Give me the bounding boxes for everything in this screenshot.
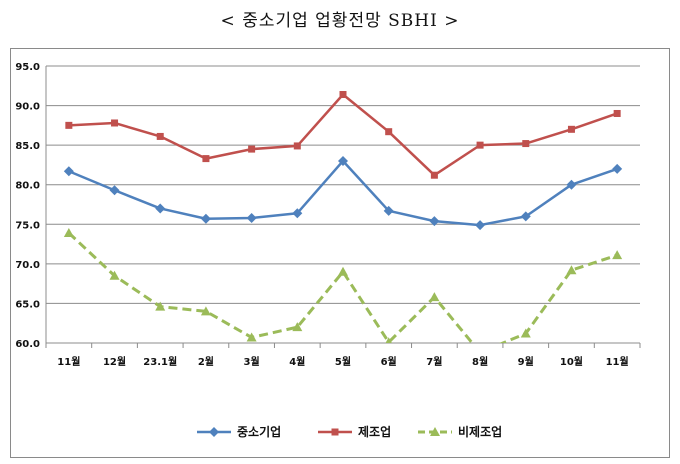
- series-3: [63, 227, 623, 356]
- y-tick-label: 90.0: [15, 102, 40, 113]
- data-point: [339, 90, 347, 98]
- legend-marker: [430, 427, 440, 436]
- y-tick-label: 75.0: [15, 220, 40, 231]
- x-tick-label: 23.1월: [143, 356, 177, 368]
- data-point: [612, 163, 623, 174]
- data-point: [156, 132, 164, 140]
- y-tick-label: 80.0: [15, 181, 40, 192]
- data-point: [429, 292, 440, 302]
- data-point: [567, 125, 575, 133]
- data-point: [566, 179, 577, 190]
- data-point: [111, 119, 119, 127]
- chart-title: < 중소기업 업황전망 SBHI >: [220, 11, 460, 31]
- data-point: [200, 213, 211, 224]
- x-tick-label: 9월: [518, 356, 534, 368]
- data-point: [520, 328, 531, 338]
- y-tick-label: 65.0: [15, 299, 40, 310]
- data-point: [476, 141, 484, 149]
- data-point: [338, 155, 348, 166]
- data-point: [338, 266, 348, 276]
- series-line: [67, 231, 618, 343]
- legend-label: 제조업: [358, 425, 391, 439]
- data-point: [430, 171, 438, 179]
- data-point: [109, 270, 120, 280]
- x-tick-label: 8월: [472, 356, 488, 368]
- y-tick-label: 95.0: [15, 62, 40, 73]
- data-point: [613, 109, 621, 117]
- x-tick-label: 2월: [198, 356, 214, 368]
- data-point: [385, 128, 393, 136]
- data-point: [248, 145, 256, 153]
- data-point: [522, 140, 530, 148]
- data-point: [155, 203, 166, 214]
- data-point: [109, 185, 120, 196]
- data-point: [65, 121, 73, 129]
- legend-label: 비제조업: [458, 424, 502, 439]
- series-line: [68, 159, 618, 227]
- data-point: [520, 211, 531, 222]
- x-tick-label: 11월: [57, 356, 80, 368]
- legend-marker: [331, 428, 339, 436]
- data-point: [475, 347, 485, 356]
- data-point: [475, 220, 486, 231]
- x-tick-label: 4월: [289, 356, 305, 368]
- chart-frame: [10, 48, 670, 458]
- data-point: [566, 265, 577, 275]
- y-tick-label: 85.0: [15, 141, 40, 152]
- y-tick-label: 70.0: [15, 260, 40, 271]
- data-point: [246, 212, 257, 223]
- x-tick-label: 7월: [426, 356, 442, 368]
- x-tick-label: 10월: [560, 356, 583, 368]
- data-point: [292, 208, 303, 219]
- legend-label: 중소기업: [237, 424, 281, 439]
- data-point: [200, 306, 211, 316]
- x-tick-label: 11월: [606, 356, 629, 368]
- data-point: [385, 337, 392, 343]
- data-point: [429, 216, 440, 227]
- x-tick-label: 12월: [103, 356, 126, 368]
- data-point: [246, 332, 257, 342]
- x-tick-label: 3월: [244, 356, 260, 368]
- data-point: [293, 142, 301, 150]
- legend-marker: [209, 427, 219, 437]
- data-point: [63, 227, 74, 237]
- data-point: [612, 250, 623, 260]
- series-2: [65, 90, 621, 179]
- data-point: [63, 166, 74, 177]
- series-1: [63, 155, 623, 231]
- data-point: [383, 205, 394, 216]
- data-point: [292, 322, 303, 332]
- y-tick-label: 60.0: [15, 339, 40, 350]
- x-tick-label: 5월: [335, 356, 351, 368]
- data-point: [155, 301, 166, 311]
- data-point: [202, 155, 210, 163]
- x-tick-label: 6월: [381, 356, 397, 368]
